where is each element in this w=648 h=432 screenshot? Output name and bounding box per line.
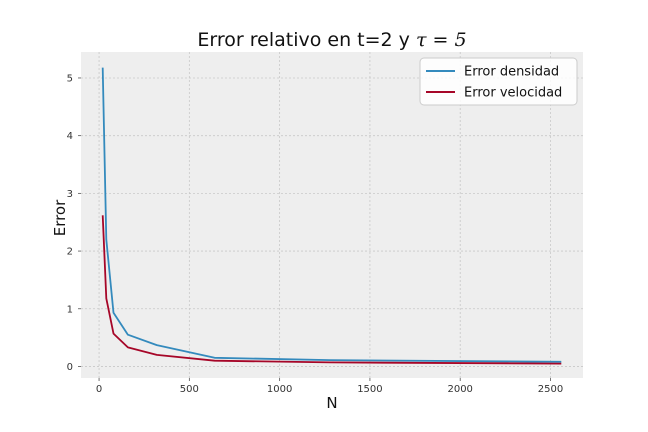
y-tick-label: 5	[67, 73, 73, 84]
x-tick-label: 2000	[447, 384, 472, 395]
legend-label-error-velocidad: Error velocidad	[464, 86, 562, 101]
series-layer	[101, 67, 562, 365]
series-line-error-densidad	[101, 67, 562, 363]
x-tick-label: 500	[180, 384, 199, 395]
chart-title: Error relativo en t=2 y τ = 5	[197, 29, 466, 51]
y-tick-label: 3	[67, 189, 73, 200]
y-tick-label: 4	[67, 131, 73, 142]
legend: Error densidad Error velocidad	[419, 57, 578, 106]
legend-box	[419, 57, 578, 106]
y-axis-label: Error	[51, 199, 69, 236]
plot-background	[81, 52, 583, 378]
x-tick-label: 1000	[267, 384, 292, 395]
y-tick-label: 2	[67, 247, 73, 258]
x-tick-label: 2500	[538, 384, 563, 395]
x-tick-label: 1500	[357, 384, 382, 395]
y-tick-label: 1	[67, 304, 73, 315]
tick-labels: 0 500 1000 1500 2000 2500 0 1 2 3 4 5	[67, 73, 564, 395]
x-axis-label: N	[326, 394, 337, 412]
series-line-error-velocidad	[101, 215, 562, 365]
x-tick-label: 0	[96, 384, 102, 395]
y-tick-label: 0	[67, 362, 73, 373]
legend-label-error-densidad: Error densidad	[464, 65, 559, 80]
